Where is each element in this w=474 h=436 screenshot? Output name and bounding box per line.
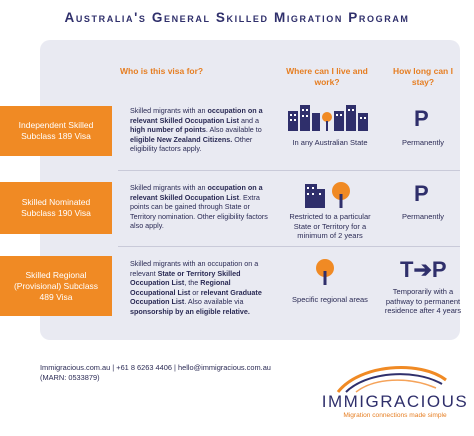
description-bold-segment: occupation on a relevant Skilled Occupat… [130, 106, 263, 125]
description-segment: and a [239, 115, 260, 125]
where-489: Specific regional areas [292, 295, 368, 304]
logo-arc-icon [330, 360, 450, 399]
buildings-icon [288, 103, 374, 136]
visa-description-190: Skilled migrants with an occupation on a… [130, 183, 270, 231]
row-divider [118, 170, 460, 171]
description-segment: Skilled migrants with an [130, 183, 208, 192]
stay-489: Temporarily with a pathway to permanent … [384, 287, 462, 316]
description-segment: Other eligibility factors apply. [130, 134, 253, 154]
description-bold-segment: sponsorship by an eligible relative. [130, 306, 250, 316]
column-header-where: Where can I live and work? [286, 66, 368, 87]
description-segment: . Also available via [184, 297, 244, 307]
row-divider [118, 246, 460, 247]
visa-tag-489: Skilled Regional (Provisional) Subclass … [0, 256, 112, 316]
description-bold-segment: eligible New Zealand Citizens. [130, 134, 233, 144]
permanent-p-icon: P [414, 181, 429, 206]
description-segment: or [190, 287, 201, 297]
description-bold-segment: occupation on a relevant Skilled Occupat… [130, 183, 263, 202]
description-segment: Skilled migrants with an occupation on a… [130, 259, 259, 278]
stay-190: Permanently [401, 212, 445, 221]
marn-line: (MARN: 0533879) [40, 373, 100, 382]
description-bold-segment: State or Territory Skilled Occupation Li… [130, 268, 241, 288]
description-segment: Skilled migrants with an [130, 106, 208, 115]
description-bold-segment: relevant Graduate Occupation List [130, 287, 262, 307]
description-segment: . Also available to [205, 125, 262, 135]
building-and-tree-icon [303, 180, 355, 213]
where-189: In any Australian State [292, 138, 368, 147]
permanent-p-icon: P [414, 106, 429, 131]
visa-description-489: Skilled migrants with an occupation on a… [130, 259, 270, 317]
logo-wordmark: IMMIGRACIOUS [321, 392, 469, 411]
where-190: Restricted to a particular State or Terr… [289, 212, 371, 241]
column-header-who: Who is this visa for? [120, 66, 204, 76]
logo-tagline: Migration connections made simple [343, 412, 447, 419]
description-bold-segment: Regional Occupational List [130, 278, 231, 297]
description-segment: . Extra points can be gained through Sta… [130, 192, 268, 231]
tree-icon [314, 259, 336, 290]
page-title: Australia's General Skilled Migration Pr… [64, 10, 410, 25]
temporary-to-permanent-icon: T➔P [400, 257, 447, 282]
description-segment: , the [184, 278, 201, 288]
visa-tag-190: Skilled Nominated Subclass 190 Visa [0, 182, 112, 234]
visa-description-189: Skilled migrants with an occupation on a… [130, 106, 270, 154]
stay-189: Permanently [401, 138, 445, 147]
contact-footer: Immigracious.com.au | +61 8 6263 4406 | … [40, 363, 271, 383]
contact-line: Immigracious.com.au | +61 8 6263 4406 | … [40, 363, 271, 372]
column-header-how-long: How long can I stay? [393, 66, 453, 87]
description-bold-segment: high number of points [130, 125, 206, 135]
visa-tag-189: Independent Skilled Subclass 189 Visa [0, 106, 112, 156]
